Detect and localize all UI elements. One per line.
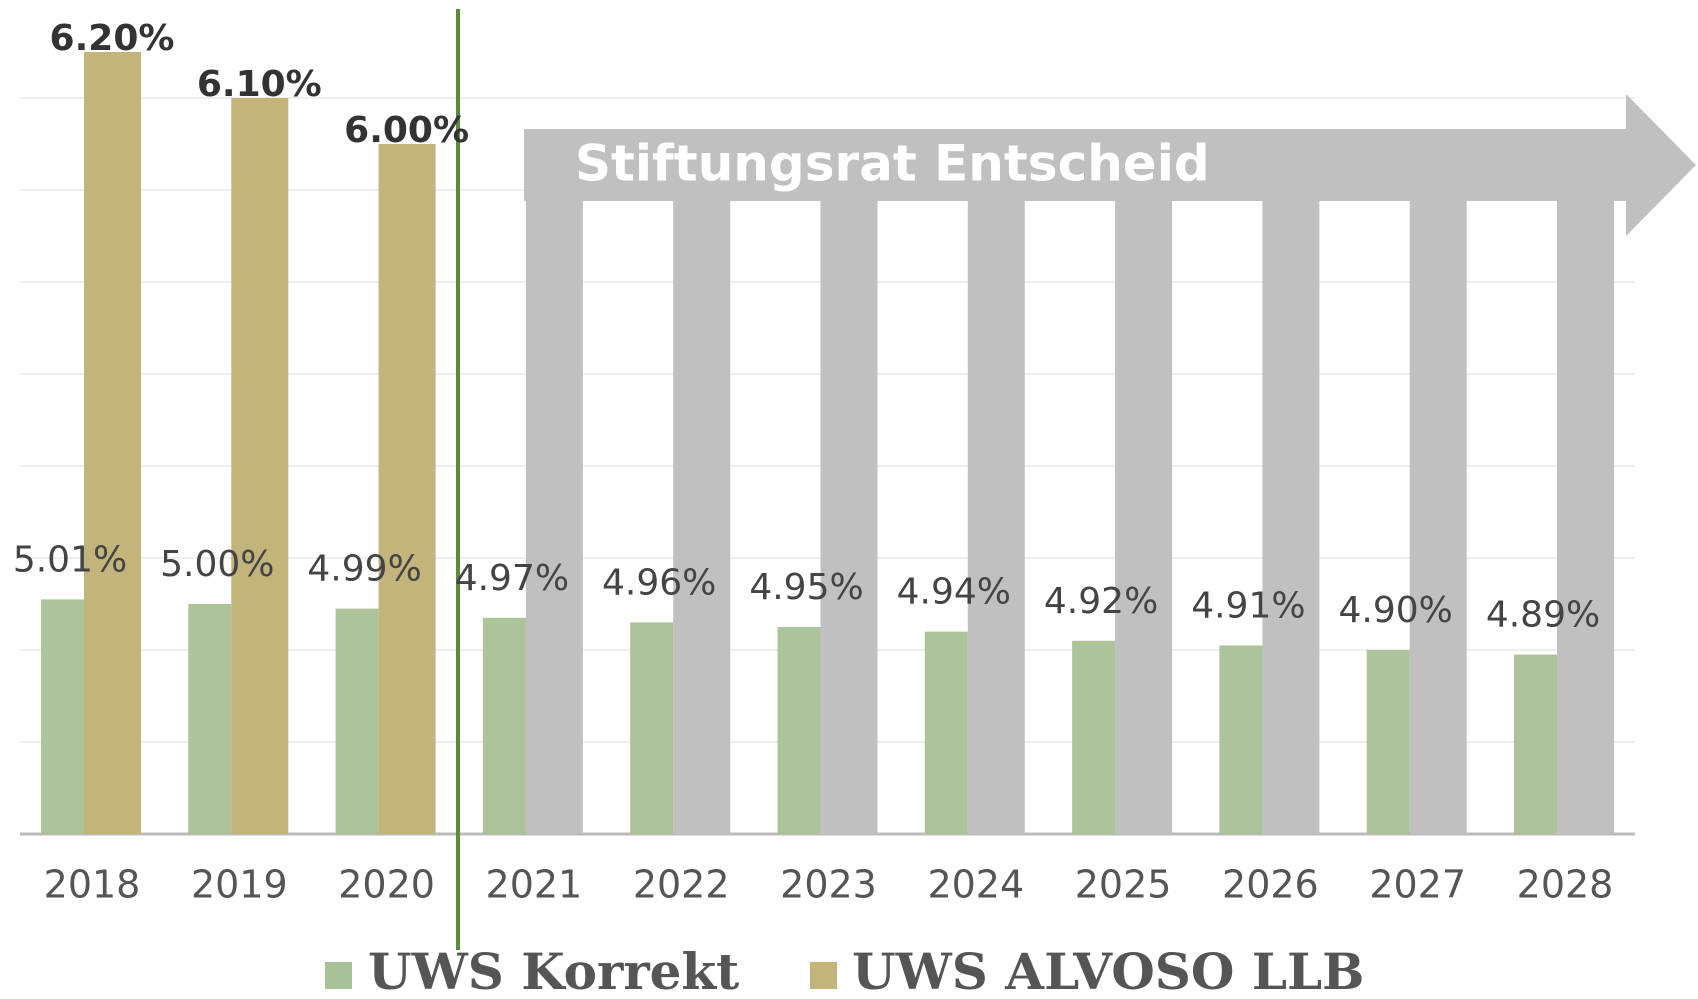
hidden-bar bbox=[967, 201, 1025, 834]
bar bbox=[188, 604, 232, 834]
hidden-bar bbox=[673, 201, 731, 834]
bar bbox=[84, 52, 141, 834]
value-label: 4.89% bbox=[1486, 595, 1600, 636]
hidden-bar bbox=[1115, 201, 1173, 834]
bars bbox=[41, 52, 1557, 834]
value-label: 4.91% bbox=[1191, 585, 1305, 626]
legend: UWS Korrekt UWS ALVOSO LLB bbox=[325, 942, 1364, 999]
legend-swatch bbox=[325, 962, 352, 989]
value-label: 4.92% bbox=[1044, 581, 1158, 622]
value-label: 5.01% bbox=[13, 539, 127, 580]
bar bbox=[777, 627, 821, 834]
bar bbox=[335, 608, 379, 834]
bar bbox=[482, 617, 526, 834]
value-label: 6.10% bbox=[197, 64, 322, 105]
x-tick-label: 2027 bbox=[1369, 863, 1466, 907]
bar bbox=[1514, 654, 1557, 834]
x-tick-label: 2019 bbox=[191, 863, 288, 907]
hidden-bar bbox=[820, 201, 878, 834]
bar bbox=[924, 631, 968, 834]
hidden-bar bbox=[1409, 201, 1467, 834]
legend-label: UWS ALVOSO LLB bbox=[852, 942, 1364, 999]
x-tick-label: 2025 bbox=[1075, 863, 1172, 907]
bar bbox=[378, 144, 436, 834]
hidden-bars bbox=[525, 201, 1614, 834]
value-label: 4.96% bbox=[602, 562, 716, 603]
x-tick-label: 2021 bbox=[486, 863, 583, 907]
value-label: 4.97% bbox=[455, 558, 569, 599]
bar bbox=[41, 599, 84, 834]
hidden-bar bbox=[1557, 201, 1614, 834]
x-tick-label: 2020 bbox=[338, 863, 435, 907]
hidden-bar bbox=[525, 201, 583, 834]
bar bbox=[231, 98, 289, 834]
bar bbox=[1366, 650, 1410, 834]
x-tick-label: 2028 bbox=[1517, 863, 1614, 907]
x-tick-label: 2024 bbox=[927, 863, 1024, 907]
x-tick-label: 2022 bbox=[633, 863, 730, 907]
value-label: 5.00% bbox=[160, 544, 274, 585]
value-label: 4.95% bbox=[749, 567, 863, 608]
value-label: 4.94% bbox=[897, 572, 1011, 613]
legend-swatch bbox=[810, 962, 837, 989]
bar bbox=[1072, 640, 1116, 834]
legend-label: UWS Korrekt bbox=[368, 942, 739, 999]
value-label: 4.90% bbox=[1339, 590, 1453, 631]
value-label: 6.20% bbox=[50, 18, 175, 59]
arrow bbox=[524, 94, 1696, 236]
x-tick-label: 2026 bbox=[1222, 863, 1319, 907]
bar bbox=[1219, 645, 1263, 834]
bar bbox=[630, 622, 674, 834]
value-label: 4.99% bbox=[307, 549, 421, 590]
annotation: Stiftungsrat Entscheid bbox=[575, 135, 1210, 193]
x-tick-label: 2023 bbox=[780, 863, 877, 907]
value-label: 6.00% bbox=[344, 110, 469, 151]
x-tick-label: 2018 bbox=[44, 863, 141, 907]
hidden-bar bbox=[1262, 201, 1320, 834]
